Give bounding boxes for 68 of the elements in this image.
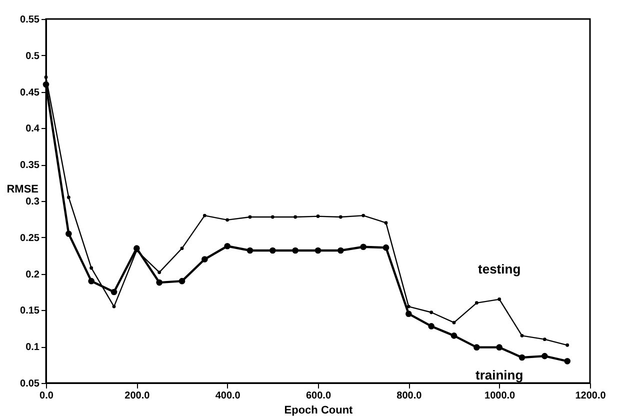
point: [452, 320, 456, 324]
x-tick-label: 600.0: [306, 390, 332, 402]
point: [88, 278, 94, 284]
point: [248, 215, 252, 219]
point: [270, 247, 276, 254]
point: [474, 344, 480, 350]
x-tick-label: 800.0: [396, 390, 422, 402]
point: [360, 244, 366, 250]
point: [338, 215, 342, 219]
point: [316, 214, 320, 218]
point: [474, 301, 478, 305]
y-tick-label: 0.25: [20, 232, 40, 244]
series-label: training: [475, 367, 524, 382]
y-tick-label: 0.5: [26, 50, 40, 62]
point: [406, 310, 412, 317]
y-tick-label: 0.1: [26, 342, 40, 354]
point: [566, 343, 570, 347]
y-tick-label: 0.55: [20, 14, 40, 26]
point: [202, 214, 206, 218]
point: [158, 270, 162, 274]
y-tick-label: 0.4: [26, 124, 40, 135]
point: [496, 344, 502, 350]
point: [270, 215, 274, 219]
x-tick-label: 1200.0: [575, 390, 606, 402]
point: [226, 218, 230, 222]
x-tick-label: 0.0: [40, 390, 54, 402]
point: [292, 247, 298, 254]
point: [246, 247, 254, 254]
point: [66, 196, 70, 200]
y-axis-title: RMSE: [6, 184, 38, 196]
y-tick-label: 0.05: [20, 378, 40, 390]
point: [564, 358, 570, 364]
point: [90, 266, 94, 270]
point: [338, 247, 344, 254]
y-tick-label: 0.15: [20, 306, 40, 317]
point: [382, 244, 390, 251]
x-tick-label: 200.0: [124, 390, 150, 402]
point: [542, 352, 548, 360]
point: [314, 247, 322, 254]
y-tick-label: 0.35: [20, 160, 40, 172]
point: [384, 221, 388, 225]
point: [520, 334, 524, 338]
x-tick-label: 400.0: [215, 390, 241, 402]
y-tick-label: 0.2: [26, 269, 40, 280]
point: [44, 76, 48, 79]
point: [518, 354, 526, 361]
point: [112, 304, 116, 308]
point: [202, 256, 208, 262]
point: [430, 310, 434, 314]
y-tick-label: 0.45: [20, 87, 40, 98]
y-tick-label: 0.3: [26, 196, 40, 208]
point: [450, 332, 458, 339]
point: [428, 323, 434, 330]
point: [42, 81, 50, 88]
point: [498, 298, 502, 302]
point: [180, 246, 184, 250]
point: [294, 215, 298, 219]
series-label: testing: [478, 261, 521, 276]
point: [406, 304, 410, 308]
point: [362, 214, 366, 218]
x-axis-title: Epoch Count: [284, 404, 354, 416]
point: [66, 230, 72, 237]
point: [156, 279, 162, 286]
point: [110, 288, 118, 296]
point: [224, 242, 230, 250]
x-tick-label: 1000.0: [484, 390, 516, 402]
point: [542, 338, 546, 342]
point: [178, 278, 186, 284]
